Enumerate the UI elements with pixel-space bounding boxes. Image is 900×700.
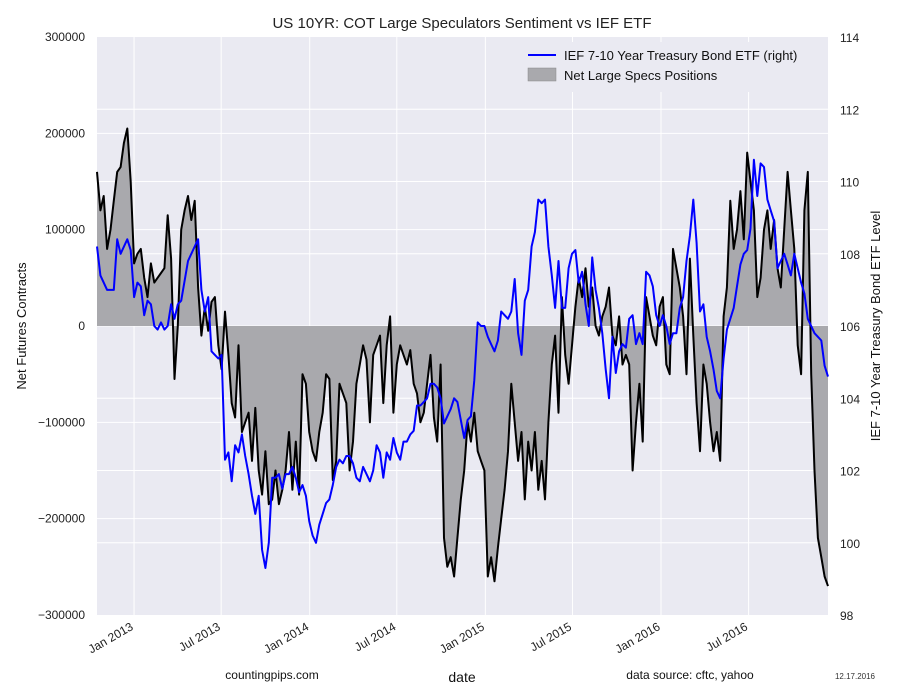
source-right: data source: cftc, yahoo	[626, 668, 754, 682]
chart-title: US 10YR: COT Large Speculators Sentiment…	[272, 15, 651, 32]
left-tick-label: 100000	[45, 223, 85, 237]
ief-line	[96, 158, 829, 569]
net-large-specs-series	[96, 127, 829, 587]
x-tick-label: Jan 2014	[261, 619, 311, 656]
left-tick-label: −200000	[38, 512, 85, 526]
x-tick-label: Jan 2015	[437, 619, 487, 656]
x-tick-label: Jan 2013	[86, 619, 136, 656]
x-axis-label: date	[448, 669, 475, 685]
left-axis-ticks: 300000 200000 100000 0 −100000 −200000 −300000	[38, 30, 85, 622]
x-tick-label: Jul 2015	[528, 619, 575, 654]
x-axis-ticks: Jan 2013 Jul 2013 Jan 2014 Jul 2014 Jan 2015…	[86, 619, 751, 656]
right-tick-label: 98	[840, 609, 854, 623]
left-axis-label: Net Futures Contracts	[14, 262, 29, 390]
legend-swatch-specs	[527, 67, 557, 82]
legend-box	[518, 42, 824, 92]
right-tick-label: 108	[840, 248, 860, 262]
right-tick-label: 112	[840, 103, 859, 117]
left-tick-label: −100000	[38, 415, 85, 429]
right-tick-label: 110	[840, 176, 859, 190]
specs-area-fill	[97, 128, 828, 587]
legend-label-specs: Net Large Specs Positions	[564, 68, 718, 83]
x-tick-label: Jul 2013	[176, 619, 223, 654]
right-axis-label: IEF 7-10 Year Treasury Bond ETF Level	[868, 211, 883, 442]
left-tick-label: 0	[78, 319, 85, 333]
date-stamp: 12.17.2016	[835, 672, 876, 681]
specs-line	[96, 127, 829, 587]
x-tick-label: Jan 2016	[613, 619, 663, 656]
left-tick-label: 300000	[45, 30, 85, 44]
right-tick-label: 102	[840, 465, 860, 479]
source-left: countingpips.com	[225, 668, 318, 682]
right-tick-label: 100	[840, 537, 860, 551]
left-tick-label: −300000	[38, 608, 85, 622]
x-tick-label: Jul 2014	[352, 619, 399, 654]
left-tick-label: 200000	[45, 126, 85, 140]
right-tick-label: 106	[840, 320, 860, 334]
legend: IEF 7-10 Year Treasury Bond ETF (right) …	[518, 42, 824, 92]
right-axis-ticks: 114 112 110 108 106 104 102 100 98	[840, 31, 860, 623]
x-tick-label: Jul 2016	[704, 619, 751, 654]
legend-label-ief: IEF 7-10 Year Treasury Bond ETF (right)	[564, 48, 797, 63]
ief-series	[96, 158, 829, 569]
right-tick-label: 104	[840, 392, 860, 406]
right-tick-label: 114	[840, 31, 859, 45]
